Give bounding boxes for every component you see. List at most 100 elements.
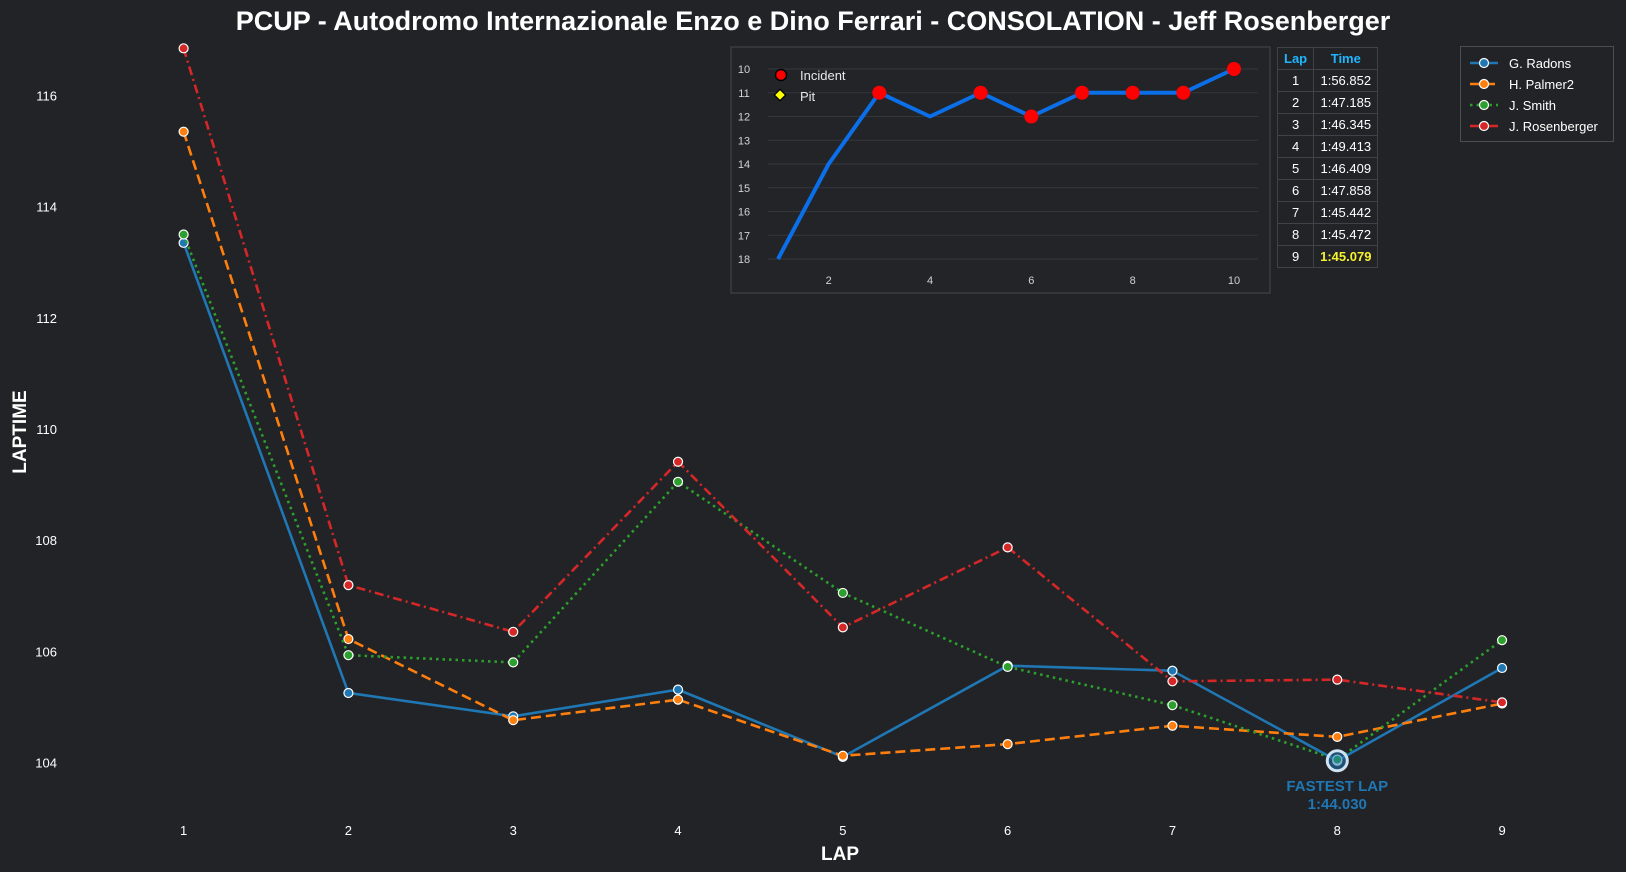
y-tick-label: 112 xyxy=(36,311,57,326)
data-point xyxy=(1002,542,1013,553)
series-h-palmer2 xyxy=(178,126,1508,761)
data-point xyxy=(1496,662,1508,674)
series-j-rosenberger xyxy=(178,43,1508,708)
incident-legend-icon xyxy=(774,68,788,82)
data-point xyxy=(1167,720,1178,731)
lap-number-cell: 2 xyxy=(1276,91,1315,114)
data-point xyxy=(178,229,189,240)
inset-x-tick-label: 2 xyxy=(826,275,832,287)
data-point xyxy=(1167,676,1178,687)
data-point xyxy=(1002,661,1013,672)
table-header-time: Time xyxy=(1313,47,1379,70)
legend-label: H. Palmer2 xyxy=(1509,76,1575,92)
x-tick-label: 9 xyxy=(1498,823,1505,838)
incident-marker xyxy=(1125,85,1140,100)
lap-time-cell: 1:56.852 xyxy=(1313,69,1379,92)
data-point xyxy=(1167,700,1178,711)
legend-swatch-icon xyxy=(1470,120,1498,132)
position-line xyxy=(776,67,1235,260)
data-point xyxy=(343,650,354,661)
data-point xyxy=(343,633,354,645)
data-point xyxy=(1002,738,1013,750)
pit-legend-icon xyxy=(773,88,787,102)
data-point xyxy=(672,476,684,487)
incident-marker xyxy=(1176,85,1191,100)
lap-number-cell: 4 xyxy=(1276,135,1315,158)
lap-number-cell: 8 xyxy=(1276,223,1315,246)
incident-marker xyxy=(1024,109,1039,124)
data-point xyxy=(1167,665,1178,676)
lap-time-cell: 1:45.472 xyxy=(1313,223,1379,246)
series-line xyxy=(182,242,1503,763)
legend-label: G. Radons xyxy=(1509,55,1572,71)
inset-x-ticks: 2 4 6 8 10 xyxy=(826,275,1241,287)
table-header-lap: Lap xyxy=(1276,47,1315,70)
data-point xyxy=(672,684,684,695)
x-tick-label: 5 xyxy=(839,823,846,838)
lap-time-cell: 1:46.345 xyxy=(1313,113,1379,136)
data-point xyxy=(1332,674,1343,685)
lap-number-cell: 1 xyxy=(1276,69,1315,92)
data-point xyxy=(508,657,519,668)
series-g-radons xyxy=(178,237,1508,766)
legend-label: J. Smith xyxy=(1509,97,1556,113)
inset-y-tick-label: 12 xyxy=(738,112,750,124)
table-row: 4 1:49.413 xyxy=(1276,135,1379,158)
inset-y-ticks: 10 11 12 13 14 15 16 17 18 xyxy=(738,64,750,266)
x-tick-label: 4 xyxy=(674,823,681,838)
y-tick-label: 104 xyxy=(35,755,57,770)
pit-legend-label: Pit xyxy=(800,89,816,104)
inset-y-tick-label: 13 xyxy=(738,135,750,147)
chart-legend: G. Radons H. Palmer2 J. Smith J. Rosenberge… xyxy=(1460,46,1614,142)
inset-x-tick-label: 8 xyxy=(1130,275,1136,287)
legend-item: J. Smith xyxy=(1469,95,1556,115)
lap-time-cell: 1:47.185 xyxy=(1313,91,1379,114)
data-point xyxy=(837,622,848,633)
y-tick-label: 108 xyxy=(35,533,57,548)
data-point xyxy=(672,694,684,705)
legend-swatch-icon xyxy=(1470,78,1498,90)
x-tick-label: 1 xyxy=(180,823,187,838)
legend-label: J. Rosenberger xyxy=(1509,118,1598,134)
fastest-lap-time: 1:44.030 xyxy=(1308,796,1367,813)
x-tick-label: 6 xyxy=(1004,823,1011,838)
data-point xyxy=(672,456,684,467)
incident-marker xyxy=(1075,85,1089,100)
data-point xyxy=(343,687,354,699)
incident-legend-label: Incident xyxy=(800,68,846,83)
inset-x-tick-label: 6 xyxy=(1028,275,1034,287)
data-point xyxy=(1496,635,1508,646)
x-tick-label: 3 xyxy=(510,823,517,838)
table-row: 6 1:47.858 xyxy=(1276,179,1379,202)
fastest-lap-label: FASTEST LAP xyxy=(1286,778,1388,795)
position-inset-chart: 10 11 12 13 14 15 16 17 18 2 4 6 8 10 Incident Pit xyxy=(730,46,1271,294)
data-point xyxy=(178,126,189,137)
y-tick-label: 114 xyxy=(36,200,57,215)
incident-marker xyxy=(872,85,887,100)
lap-number-cell: 3 xyxy=(1276,113,1315,136)
lap-number-cell: 9 xyxy=(1276,245,1315,268)
x-tick-label: 2 xyxy=(345,823,352,838)
table-row: 1 1:56.852 xyxy=(1276,69,1379,92)
lap-time-cell: 1:49.413 xyxy=(1313,135,1379,158)
legend-item: J. Rosenberger xyxy=(1469,116,1598,136)
table-row: 7 1:45.442 xyxy=(1276,201,1379,224)
inset-y-tick-label: 14 xyxy=(738,159,750,171)
data-point xyxy=(178,43,189,54)
data-point xyxy=(508,626,519,637)
x-tick-label: 8 xyxy=(1334,823,1341,838)
lap-times-table: Lap Time 1 1:56.852 2 1:47.185 3 1:46.345 4 1:4… xyxy=(1276,47,1379,268)
legend-swatch-icon xyxy=(1470,99,1498,111)
fastest-lap-marker xyxy=(1325,749,1349,773)
y-tick-label: 116 xyxy=(36,89,57,104)
incident-marker xyxy=(973,85,988,100)
table-row: 3 1:46.345 xyxy=(1276,113,1379,136)
table-row: 9 1:45.079 xyxy=(1276,245,1379,268)
incident-marker xyxy=(1227,62,1241,76)
data-point xyxy=(508,715,519,726)
y-tick-label: 106 xyxy=(35,644,57,659)
x-tick-label: 7 xyxy=(1169,823,1176,838)
data-point xyxy=(1496,697,1508,708)
table-row: 8 1:45.472 xyxy=(1276,223,1379,246)
